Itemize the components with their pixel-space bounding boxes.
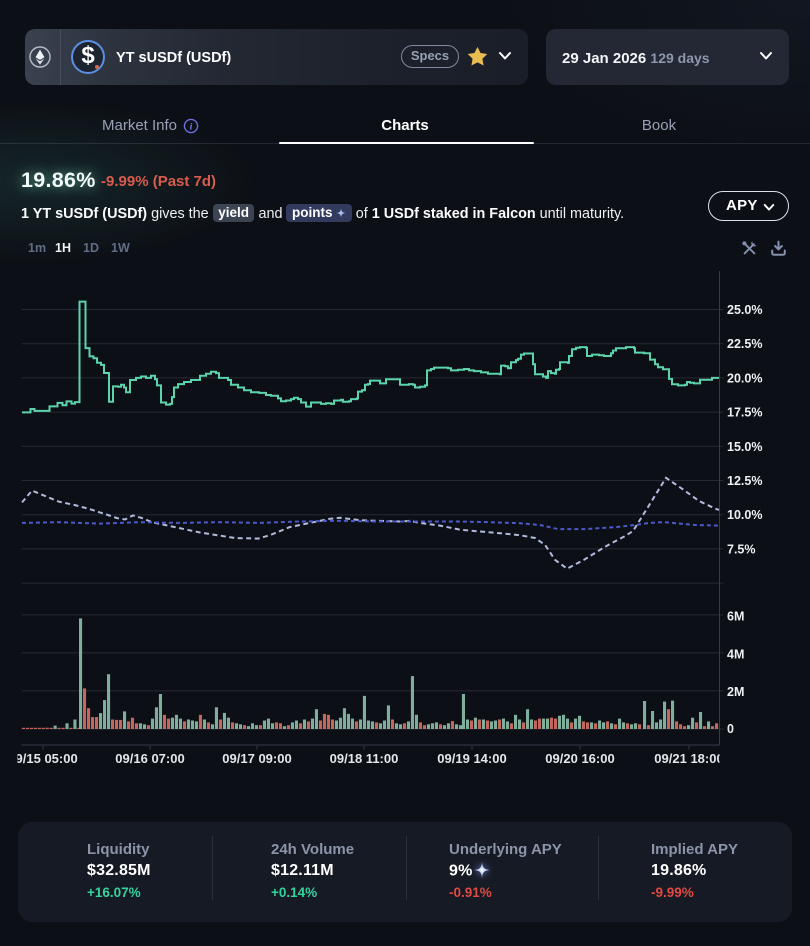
svg-text:09/17 09:00: 09/17 09:00 (222, 751, 291, 766)
svg-text:4M: 4M (727, 647, 744, 661)
svg-text:09/19 14:00: 09/19 14:00 (437, 751, 506, 766)
svg-text:22.5%: 22.5% (727, 337, 762, 351)
svg-text:6M: 6M (727, 609, 744, 623)
svg-text:09/18 11:00: 09/18 11:00 (330, 751, 399, 766)
svg-text:09/20 16:00: 09/20 16:00 (545, 751, 614, 766)
svg-text:2M: 2M (727, 685, 744, 699)
svg-text:09/15 05:00: 09/15 05:00 (8, 751, 77, 766)
svg-text:09/21 18:00: 09/21 18:00 (654, 751, 723, 766)
svg-text:15.0%: 15.0% (727, 440, 762, 454)
svg-text:12.5%: 12.5% (727, 474, 762, 488)
svg-text:25.0%: 25.0% (727, 303, 762, 317)
svg-text:09/16 07:00: 09/16 07:00 (115, 751, 184, 766)
svg-text:0: 0 (727, 722, 734, 736)
svg-text:20.0%: 20.0% (727, 371, 762, 385)
svg-text:17.5%: 17.5% (727, 406, 762, 420)
svg-text:10.0%: 10.0% (727, 508, 762, 522)
svg-text:7.5%: 7.5% (727, 542, 756, 556)
svg-text:i: i (190, 122, 193, 132)
